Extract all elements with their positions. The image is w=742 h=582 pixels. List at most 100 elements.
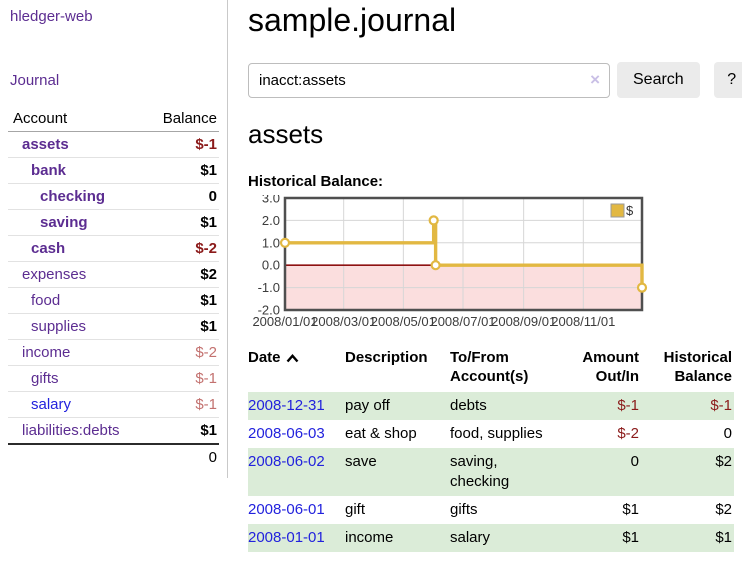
transaction-date-link[interactable]: 2008-06-01 — [248, 501, 325, 518]
register-cell-balance: $1 — [715, 529, 732, 546]
account-row: assets $-1 — [8, 131, 219, 158]
register-row: 2008-06-01 gift gifts $1 $2 — [248, 496, 734, 524]
register-row: 2008-06-03 eat & shop food, supplies $-2 0 — [248, 420, 734, 448]
account-cell: salary — [8, 391, 146, 418]
transaction-date-link[interactable]: 2008-06-02 — [248, 453, 325, 470]
account-row: expenses $2 — [8, 261, 219, 288]
transaction-date-link[interactable]: 2008-06-03 — [248, 425, 325, 442]
svg-text:2008/03/01: 2008/03/01 — [311, 314, 376, 329]
svg-text:2.0: 2.0 — [262, 213, 280, 228]
register-cell-accounts: food, supplies — [450, 425, 543, 442]
search-form: × Search ? — [248, 62, 742, 98]
account-cell: cash — [8, 235, 146, 262]
account-link-income[interactable]: income — [22, 344, 71, 361]
svg-text:2008/07/01: 2008/07/01 — [430, 314, 495, 329]
register-cell-balance: 0 — [723, 425, 732, 442]
account-cell: income — [8, 339, 146, 366]
register-row: 2008-06-02 save saving, checking 0 $2 — [248, 448, 734, 496]
register-cell-description: eat & shop — [345, 425, 417, 442]
register-header-description[interactable]: Description — [345, 349, 428, 366]
register-row: 2008-01-01 income salary $1 $1 — [248, 524, 734, 552]
account-row: checking 0 — [8, 183, 219, 210]
register-header-amount[interactable]: Amount Out/In — [582, 349, 639, 385]
register-cell-date: 2008-06-01 — [248, 496, 345, 524]
chart-svg: $3.0 2.0 1.0 0.0 -1.0 -2.02008/01/012008/03/0… — [252, 195, 648, 329]
account-balance: $1 — [145, 417, 219, 445]
account-cell: food — [8, 287, 146, 314]
register-header-row: Date Description To/From Account(s) Amou… — [248, 345, 734, 392]
svg-text:2008/11/01: 2008/11/01 — [551, 314, 615, 329]
account-balance: $-2 — [145, 235, 219, 262]
register-row: 2008-12-31 pay off debts $-1 $-1 — [248, 392, 734, 420]
register-cell-balance: $2 — [715, 501, 732, 518]
account-balance: $-1 — [145, 365, 219, 392]
svg-text:1.0: 1.0 — [262, 235, 280, 250]
svg-text:-1.0: -1.0 — [258, 280, 280, 295]
register-cell-amount: 0 — [630, 453, 639, 470]
register-cell-amount: $1 — [622, 529, 639, 546]
register-cell-date: 2008-06-03 — [248, 420, 345, 448]
account-link-supplies[interactable]: supplies — [31, 318, 87, 335]
svg-text:2008/05/01: 2008/05/01 — [371, 314, 436, 329]
sidebar-item-journal[interactable]: Journal — [10, 72, 60, 89]
account-cell: expenses — [8, 261, 146, 288]
search-button[interactable]: Search — [617, 62, 700, 98]
register-cell-amount: $-1 — [617, 397, 639, 414]
account-link-saving[interactable]: saving — [40, 214, 88, 231]
svg-text:$: $ — [626, 203, 634, 218]
account-link-expenses[interactable]: expenses — [22, 266, 87, 283]
account-title: assets — [248, 119, 324, 149]
register-cell-accounts: debts — [450, 397, 487, 414]
register-header-date[interactable]: Date — [248, 345, 345, 392]
register-cell-description: pay off — [345, 397, 390, 414]
accounts-header-row: Account Balance — [8, 107, 219, 132]
register-table: Date Description To/From Account(s) Amou… — [248, 345, 734, 552]
account-balance: $1 — [145, 157, 219, 184]
historical-balance-chart: $3.0 2.0 1.0 0.0 -1.0 -2.0 2008/01/01 2008/03/0… — [248, 195, 742, 331]
register-cell-balance: $-1 — [710, 397, 732, 414]
account-link-food[interactable]: food — [31, 292, 61, 309]
account-cell: gifts — [8, 365, 146, 392]
account-row: gifts $-1 — [8, 365, 219, 392]
account-cell: supplies — [8, 313, 146, 340]
svg-text:2008/09/01: 2008/09/01 — [491, 314, 556, 329]
register-cell-balance: $2 — [715, 453, 732, 470]
account-link-liabilities-debts[interactable]: liabilities:debts — [22, 422, 120, 439]
account-link-cash[interactable]: cash — [31, 240, 66, 257]
accounts-total-spacer — [8, 443, 146, 470]
account-cell: assets — [8, 131, 146, 158]
clear-search-icon[interactable]: × — [590, 69, 600, 89]
account-balance: $1 — [145, 287, 219, 314]
register-cell-description: save — [345, 453, 377, 470]
register-header-accounts[interactable]: To/From Account(s) — [450, 349, 529, 385]
account-link-assets[interactable]: assets — [22, 136, 69, 153]
account-balance: $2 — [145, 261, 219, 288]
account-row: supplies $1 — [8, 313, 219, 340]
svg-text:3.0: 3.0 — [262, 195, 280, 206]
account-link-gifts[interactable]: gifts — [31, 370, 59, 387]
account-balance: 0 — [145, 183, 219, 210]
register-cell-date: 2008-12-31 — [248, 392, 345, 420]
account-row: saving $1 — [8, 209, 219, 236]
transaction-date-link[interactable]: 2008-01-01 — [248, 529, 325, 546]
register-header-balance[interactable]: Historical Balance — [663, 349, 732, 385]
search-box: × — [248, 62, 610, 98]
accounts-total-row: 0 — [8, 443, 219, 470]
search-input[interactable] — [248, 62, 610, 98]
account-link-bank[interactable]: bank — [31, 162, 67, 179]
account-link-checking[interactable]: checking — [40, 188, 106, 205]
register-cell-date: 2008-06-02 — [248, 448, 345, 496]
transaction-date-link[interactable]: 2008-12-31 — [248, 397, 325, 414]
register-cell-amount: $1 — [622, 501, 639, 518]
account-row: salary $-1 — [8, 391, 219, 418]
svg-text:2008/01/01: 2008/01/01 — [252, 314, 317, 329]
account-balance: $-2 — [145, 339, 219, 366]
accounts-header-balance: Balance — [145, 107, 219, 132]
help-button[interactable]: ? — [713, 62, 742, 98]
register-cell-description: gift — [345, 501, 366, 518]
brand-link[interactable]: hledger-web — [10, 8, 93, 25]
main-content: sample.journal × Search ? assets Histori… — [228, 0, 742, 552]
account-link-salary[interactable]: salary — [31, 396, 72, 413]
sort-ascending-icon — [286, 349, 299, 368]
account-balance: $-1 — [145, 391, 219, 418]
